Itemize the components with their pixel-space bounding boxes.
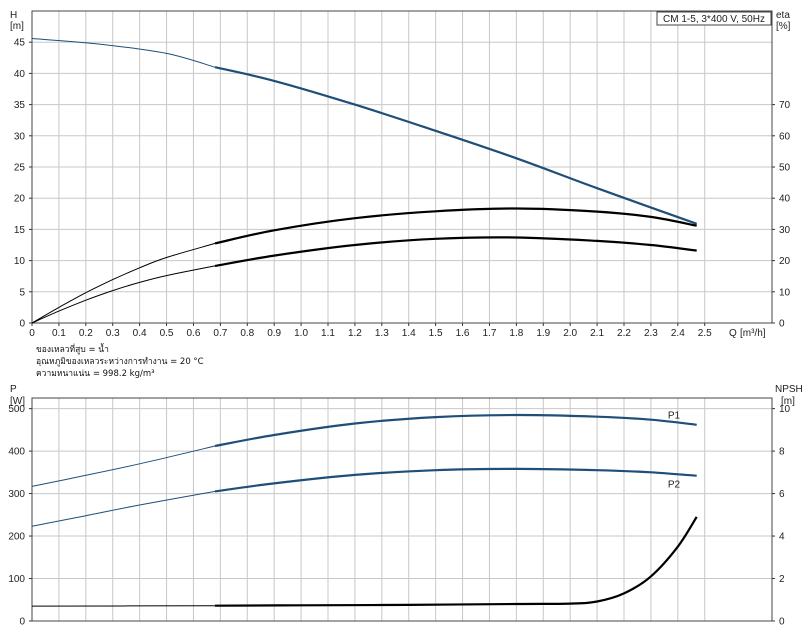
h-chart-y-tick-label: 45 bbox=[14, 38, 26, 49]
q-axis-label: Q bbox=[729, 328, 737, 339]
p-chart-plot-frame bbox=[32, 398, 772, 621]
eta-axis-tick-label: 30 bbox=[779, 225, 791, 236]
h-chart-x-tick-label: 1.8 bbox=[509, 328, 523, 339]
h-chart-y-tick-label: 0 bbox=[19, 319, 25, 330]
h-chart-x-tick-label: 1.7 bbox=[483, 328, 497, 339]
eta-axis-unit: [%] bbox=[776, 21, 791, 32]
series-label-p1: P1 bbox=[668, 411, 681, 422]
eta-axis-tick-label: 60 bbox=[779, 131, 791, 142]
npsh-axis-tick-label: 2 bbox=[779, 574, 785, 585]
h-chart-x-tick-label: 0 bbox=[29, 328, 35, 339]
h-chart-series-0-thin-line bbox=[32, 39, 215, 68]
series-label-p2: P2 bbox=[668, 479, 681, 490]
eta-axis-tick-label: 70 bbox=[779, 100, 791, 111]
h-chart-y-tick-label: 20 bbox=[14, 194, 26, 205]
h-chart-x-tick-label: 0.1 bbox=[52, 328, 66, 339]
npsh-axis-tick-label: 8 bbox=[779, 447, 785, 458]
eta-axis-tick-label: 0 bbox=[779, 319, 785, 330]
npsh-axis-tick-label: 0 bbox=[779, 617, 785, 628]
p-axis-unit: [W] bbox=[10, 396, 25, 407]
h-chart-x-tick-label: 0.4 bbox=[133, 328, 147, 339]
p-chart-series-1-thin-line bbox=[32, 491, 215, 526]
npsh-axis-tick-label: 4 bbox=[779, 532, 785, 543]
q-axis-unit: [m³/h] bbox=[740, 328, 766, 339]
eta-axis-label: eta bbox=[776, 10, 790, 21]
h-chart-x-tick-label: 1.1 bbox=[321, 328, 335, 339]
h-chart-x-tick-label: 2.0 bbox=[563, 328, 577, 339]
h-chart-x-tick-label: 0.8 bbox=[240, 328, 254, 339]
h-chart-x-tick-label: 0.2 bbox=[79, 328, 93, 339]
h-chart-x-tick-label: 2.2 bbox=[617, 328, 631, 339]
h-chart-x-tick-label: 0.5 bbox=[160, 328, 174, 339]
h-chart-y-tick-label: 5 bbox=[19, 287, 25, 298]
h-chart-y-tick-label: 30 bbox=[14, 131, 26, 142]
h-chart-y-tick-label: 25 bbox=[14, 163, 26, 174]
h-chart-x-tick-label: 1.2 bbox=[348, 328, 362, 339]
npsh-axis-tick-label: 6 bbox=[779, 489, 785, 500]
eta-axis-tick-label: 20 bbox=[779, 256, 791, 267]
p-chart-y-tick-label: 100 bbox=[8, 574, 25, 585]
h-chart-x-tick-label: 2.5 bbox=[698, 328, 712, 339]
h-chart-x-tick-label: 0.3 bbox=[106, 328, 120, 339]
h-chart-y-tick-label: 35 bbox=[14, 100, 26, 111]
p-chart-y-tick-label: 300 bbox=[8, 489, 25, 500]
h-chart-y-tick-label: 10 bbox=[14, 256, 26, 267]
h-chart-x-tick-label: 1.3 bbox=[375, 328, 389, 339]
h-chart-x-tick-label: 1.0 bbox=[294, 328, 308, 339]
p-chart-y-tick-label: 400 bbox=[8, 447, 25, 458]
h-chart-x-tick-label: 1.5 bbox=[429, 328, 443, 339]
h-chart-y-tick-label: 15 bbox=[14, 225, 26, 236]
h-chart-x-tick-label: 0.9 bbox=[267, 328, 281, 339]
h-chart-x-tick-label: 1.6 bbox=[456, 328, 470, 339]
p-chart-y-tick-label: 200 bbox=[8, 532, 25, 543]
p-axis-label: P bbox=[10, 384, 17, 395]
h-chart-x-tick-label: 0.6 bbox=[187, 328, 201, 339]
p-chart-y-tick-label: 0 bbox=[19, 617, 25, 628]
density-note: ความหนาแน่น = 998.2 kg/m³ bbox=[36, 366, 155, 380]
eta-axis-tick-label: 40 bbox=[779, 194, 791, 205]
eta-axis-tick-label: 50 bbox=[779, 163, 791, 174]
h-chart-x-tick-label: 1.4 bbox=[402, 328, 416, 339]
p-chart-series-0-thin-line bbox=[32, 446, 215, 486]
pump-model-label: CM 1-5, 3*400 V, 50Hz bbox=[663, 14, 765, 25]
npsh-axis-unit: [m] bbox=[781, 396, 795, 407]
h-axis-label: H bbox=[10, 10, 17, 21]
h-chart-x-tick-label: 1.9 bbox=[536, 328, 550, 339]
h-chart-x-tick-label: 0.7 bbox=[213, 328, 227, 339]
npsh-axis-label: NPSH bbox=[775, 384, 803, 395]
h-chart-y-tick-label: 40 bbox=[14, 69, 26, 80]
eta-axis-tick-label: 10 bbox=[779, 287, 791, 298]
h-axis-unit: [m] bbox=[10, 21, 24, 32]
h-chart-x-tick-label: 2.3 bbox=[644, 328, 658, 339]
h-chart-x-tick-label: 2.1 bbox=[590, 328, 604, 339]
h-chart-x-tick-label: 2.4 bbox=[671, 328, 685, 339]
